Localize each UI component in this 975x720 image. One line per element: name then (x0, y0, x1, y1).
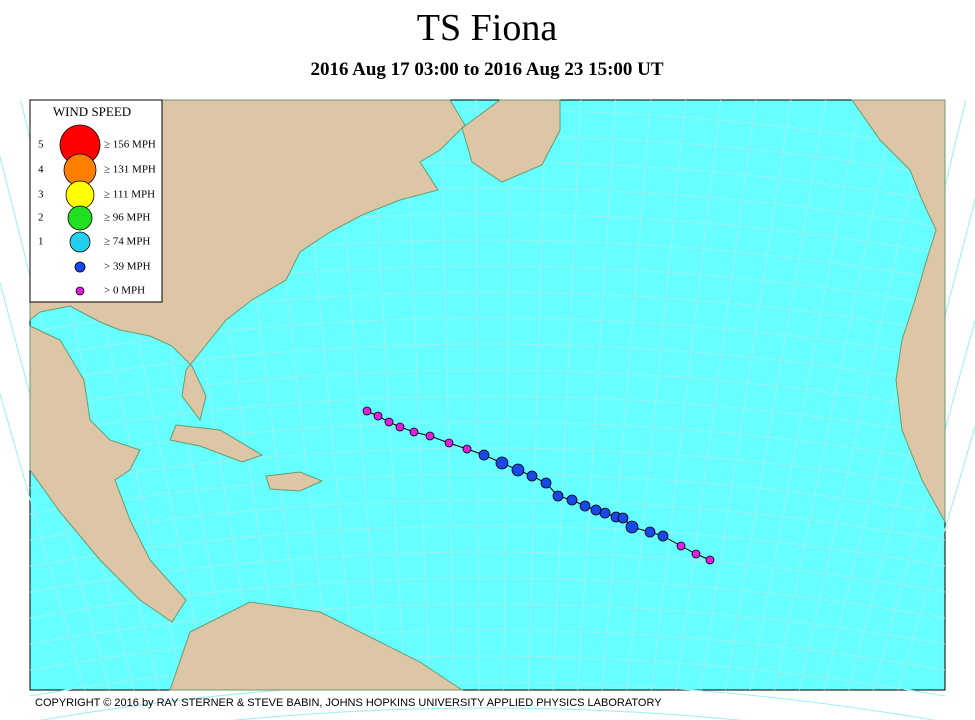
meridian (405, 99, 431, 691)
legend-category: 3 (38, 189, 44, 201)
meridian (700, 99, 792, 691)
parallel (29, 343, 946, 385)
central-america (29, 325, 187, 623)
parallel (29, 499, 946, 541)
legend-symbol (75, 286, 85, 296)
meridian (626, 99, 687, 691)
parallel (29, 369, 946, 411)
meridian (0, 392, 86, 691)
meridian (675, 99, 757, 691)
meridian (601, 99, 652, 691)
parallel (38, 681, 937, 720)
meridian (651, 99, 722, 691)
title: TS Fiona (417, 7, 558, 49)
legend: WIND SPEED 5 ≥ 156 MPH 4 ≥ 131 MPH 3 ≥ 111 MP… (29, 99, 163, 303)
cuba (169, 424, 264, 463)
legend-label: ≥ 111 MPH (104, 189, 155, 201)
legend-label: ≥ 96 MPH (104, 212, 150, 224)
legend-label: > 0 MPH (104, 285, 145, 297)
parallel (29, 629, 946, 671)
copyright: COPYRIGHT © 2016 by RAY STERNER & STEVE … (35, 697, 662, 709)
legend-title: WIND SPEED (53, 104, 131, 119)
parallel (231, 707, 743, 720)
legend-symbol (65, 180, 95, 210)
europe-africa (851, 99, 946, 523)
meridian (724, 99, 827, 691)
meridian (872, 318, 975, 691)
legend-category: 1 (38, 236, 44, 248)
parallel (29, 421, 946, 463)
parallel (29, 655, 946, 697)
hispaniola (265, 471, 324, 492)
legend-category: 2 (38, 212, 44, 224)
parallel (29, 473, 946, 515)
depression-points (362, 406, 715, 565)
meridian (774, 99, 897, 691)
legend-symbol (67, 205, 93, 231)
newfoundland (461, 99, 561, 183)
meridian (552, 99, 582, 691)
parallel (29, 551, 946, 593)
legend-symbol (74, 261, 86, 273)
parallel (29, 525, 946, 567)
parallel (29, 395, 946, 437)
meridian (897, 425, 975, 691)
legend-category: 5 (38, 139, 44, 151)
legend-category: 4 (38, 164, 44, 176)
meridian (798, 99, 932, 691)
legend-label: ≥ 74 MPH (104, 236, 150, 248)
parallel (29, 447, 946, 489)
legend-label: ≥ 156 MPH (104, 139, 156, 151)
subtitle: 2016 Aug 17 03:00 to 2016 Aug 23 15:00 U… (310, 59, 663, 80)
storm-points (478, 449, 669, 542)
legend-label: ≥ 131 MPH (104, 164, 156, 176)
meridian (503, 99, 512, 691)
legend-symbol (69, 231, 91, 253)
meridian (749, 99, 862, 691)
south-america (169, 601, 464, 691)
meridian (527, 99, 547, 691)
meridian (577, 99, 617, 691)
legend-label: > 39 MPH (104, 261, 151, 273)
meridian (440, 99, 455, 691)
parallel (29, 603, 946, 645)
meridian (475, 99, 480, 691)
storm-track (362, 406, 715, 565)
